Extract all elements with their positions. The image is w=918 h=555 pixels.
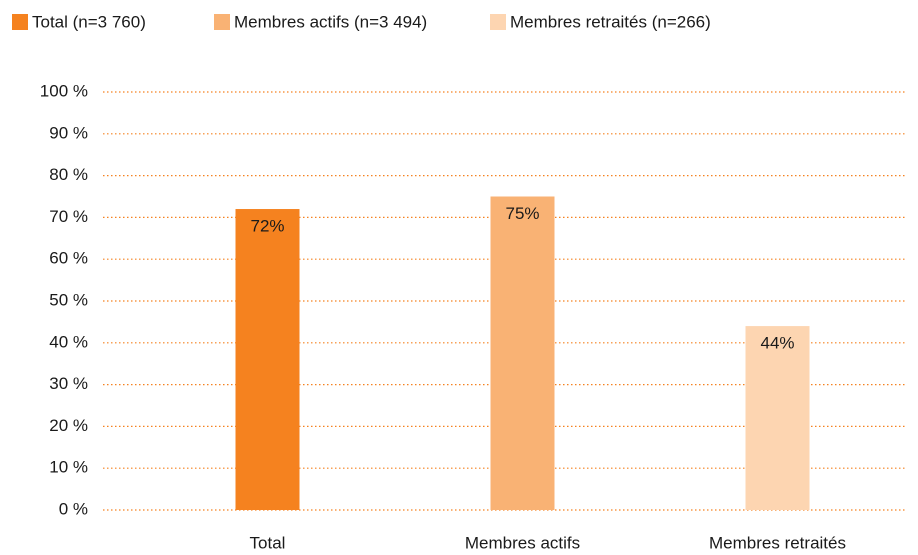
x-tick-label: Total [250, 533, 286, 552]
legend-swatch [214, 14, 230, 30]
x-tick-label: Membres retraités [709, 533, 846, 552]
value-label: 44% [760, 334, 794, 353]
y-tick-label: 30 % [49, 374, 88, 393]
y-tick-label: 50 % [49, 290, 88, 309]
y-tick-label: 40 % [49, 332, 88, 351]
bar [490, 196, 555, 510]
legend-label: Membres actifs (n=3 494) [234, 12, 427, 31]
y-tick-label: 60 % [49, 249, 88, 268]
bar [235, 209, 300, 511]
legend-label: Membres retraités (n=266) [510, 12, 711, 31]
y-tick-label: 10 % [49, 458, 88, 477]
legend-swatch [12, 14, 28, 30]
y-tick-label: 20 % [49, 416, 88, 435]
legend-label: Total (n=3 760) [32, 12, 146, 31]
y-tick-label: 90 % [49, 123, 88, 142]
value-label: 75% [505, 204, 539, 223]
y-tick-label: 70 % [49, 207, 88, 226]
y-tick-label: 80 % [49, 165, 88, 184]
y-tick-label: 0 % [59, 499, 88, 518]
y-tick-label: 100 % [40, 81, 88, 100]
bar [745, 326, 810, 510]
value-label: 72% [250, 217, 284, 236]
x-tick-label: Membres actifs [465, 533, 580, 552]
legend-swatch [490, 14, 506, 30]
